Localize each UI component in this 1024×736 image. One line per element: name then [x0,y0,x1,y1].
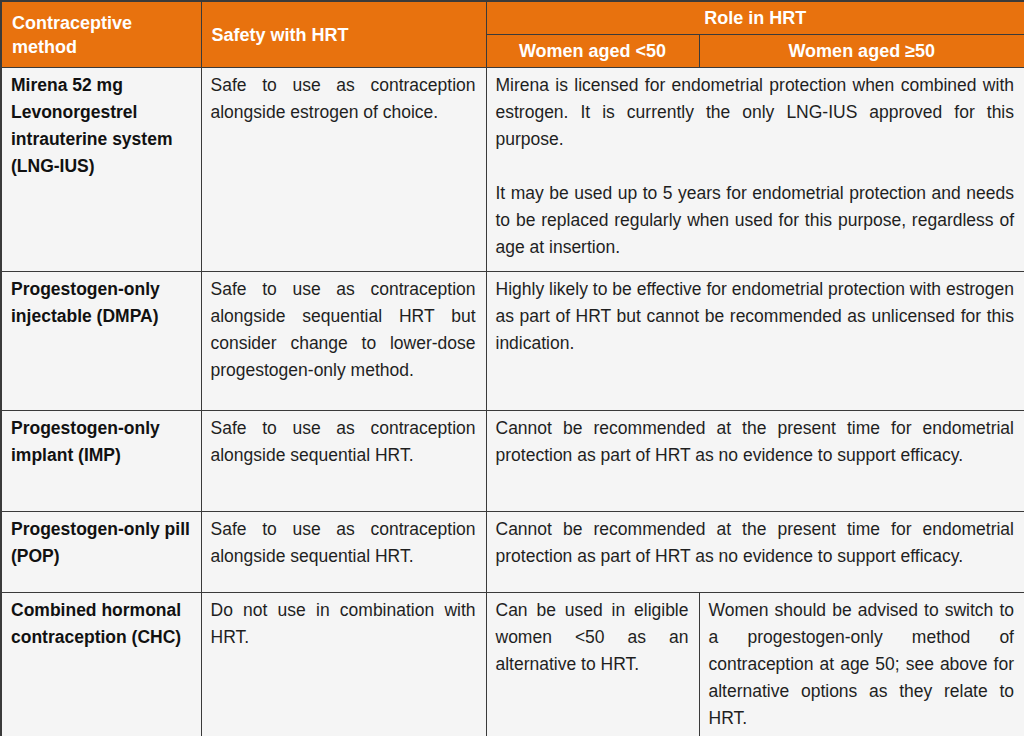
role-cell-pop: Cannot be recommended at the present tim… [486,512,1024,593]
method-cell-chc: Combined hormonal contraception (CHC) [1,593,201,736]
header-women-aged-lt50: Women aged <50 [486,35,699,68]
header-role-in-hrt: Role in HRT [486,1,1024,35]
safety-cell-pop: Safe to use as contraception alongside s… [201,512,486,593]
role-cell-imp: Cannot be recommended at the present tim… [486,411,1024,512]
method-cell-imp: Progestogen-only implant (IMP) [1,411,201,512]
table-row-chc: Combined hormonal contraception (CHC) Do… [1,593,1024,736]
safety-cell-chc: Do not use in combination with HRT. [201,593,486,736]
role-cell-chc-over50: Women should be advised to switch to a p… [699,593,1024,736]
table-body: Mirena 52 mg Levonorgestrel intrauterine… [1,68,1024,736]
header-women-aged-ge50: Women aged ≥50 [699,35,1024,68]
table-row-pop: Progestogen-only pill (POP) Safe to use … [1,512,1024,593]
table-header: Contraceptive method Safety with HRT Rol… [1,1,1024,68]
role-cell-chc-under50: Can be used in eligible women <50 as an … [486,593,699,736]
table-row-mirena: Mirena 52 mg Levonorgestrel intrauterine… [1,68,1024,272]
safety-cell-mirena: Safe to use as contraception alongside e… [201,68,486,272]
role-paragraph-1: Mirena is licensed for endometrial prote… [496,72,1015,153]
safety-cell-imp: Safe to use as contraception alongside s… [201,411,486,512]
contraception-hrt-table: Contraceptive method Safety with HRT Rol… [0,0,1024,736]
header-safety-with-hrt: Safety with HRT [201,1,486,68]
table-row-imp: Progestogen-only implant (IMP) Safe to u… [1,411,1024,512]
header-row-top: Contraceptive method Safety with HRT Rol… [1,1,1024,35]
table-row-dmpa: Progestogen-only injectable (DMPA) Safe … [1,272,1024,411]
safety-cell-dmpa: Safe to use as contraception alongside s… [201,272,486,411]
role-cell-dmpa: Highly likely to be effective for endome… [486,272,1024,411]
header-contraceptive-method: Contraceptive method [1,1,201,68]
role-paragraph-2: It may be used up to 5 years for endomet… [496,180,1015,261]
method-cell-dmpa: Progestogen-only injectable (DMPA) [1,272,201,411]
method-cell-pop: Progestogen-only pill (POP) [1,512,201,593]
method-cell-mirena: Mirena 52 mg Levonorgestrel intrauterine… [1,68,201,272]
role-cell-mirena: Mirena is licensed for endometrial prote… [486,68,1024,272]
